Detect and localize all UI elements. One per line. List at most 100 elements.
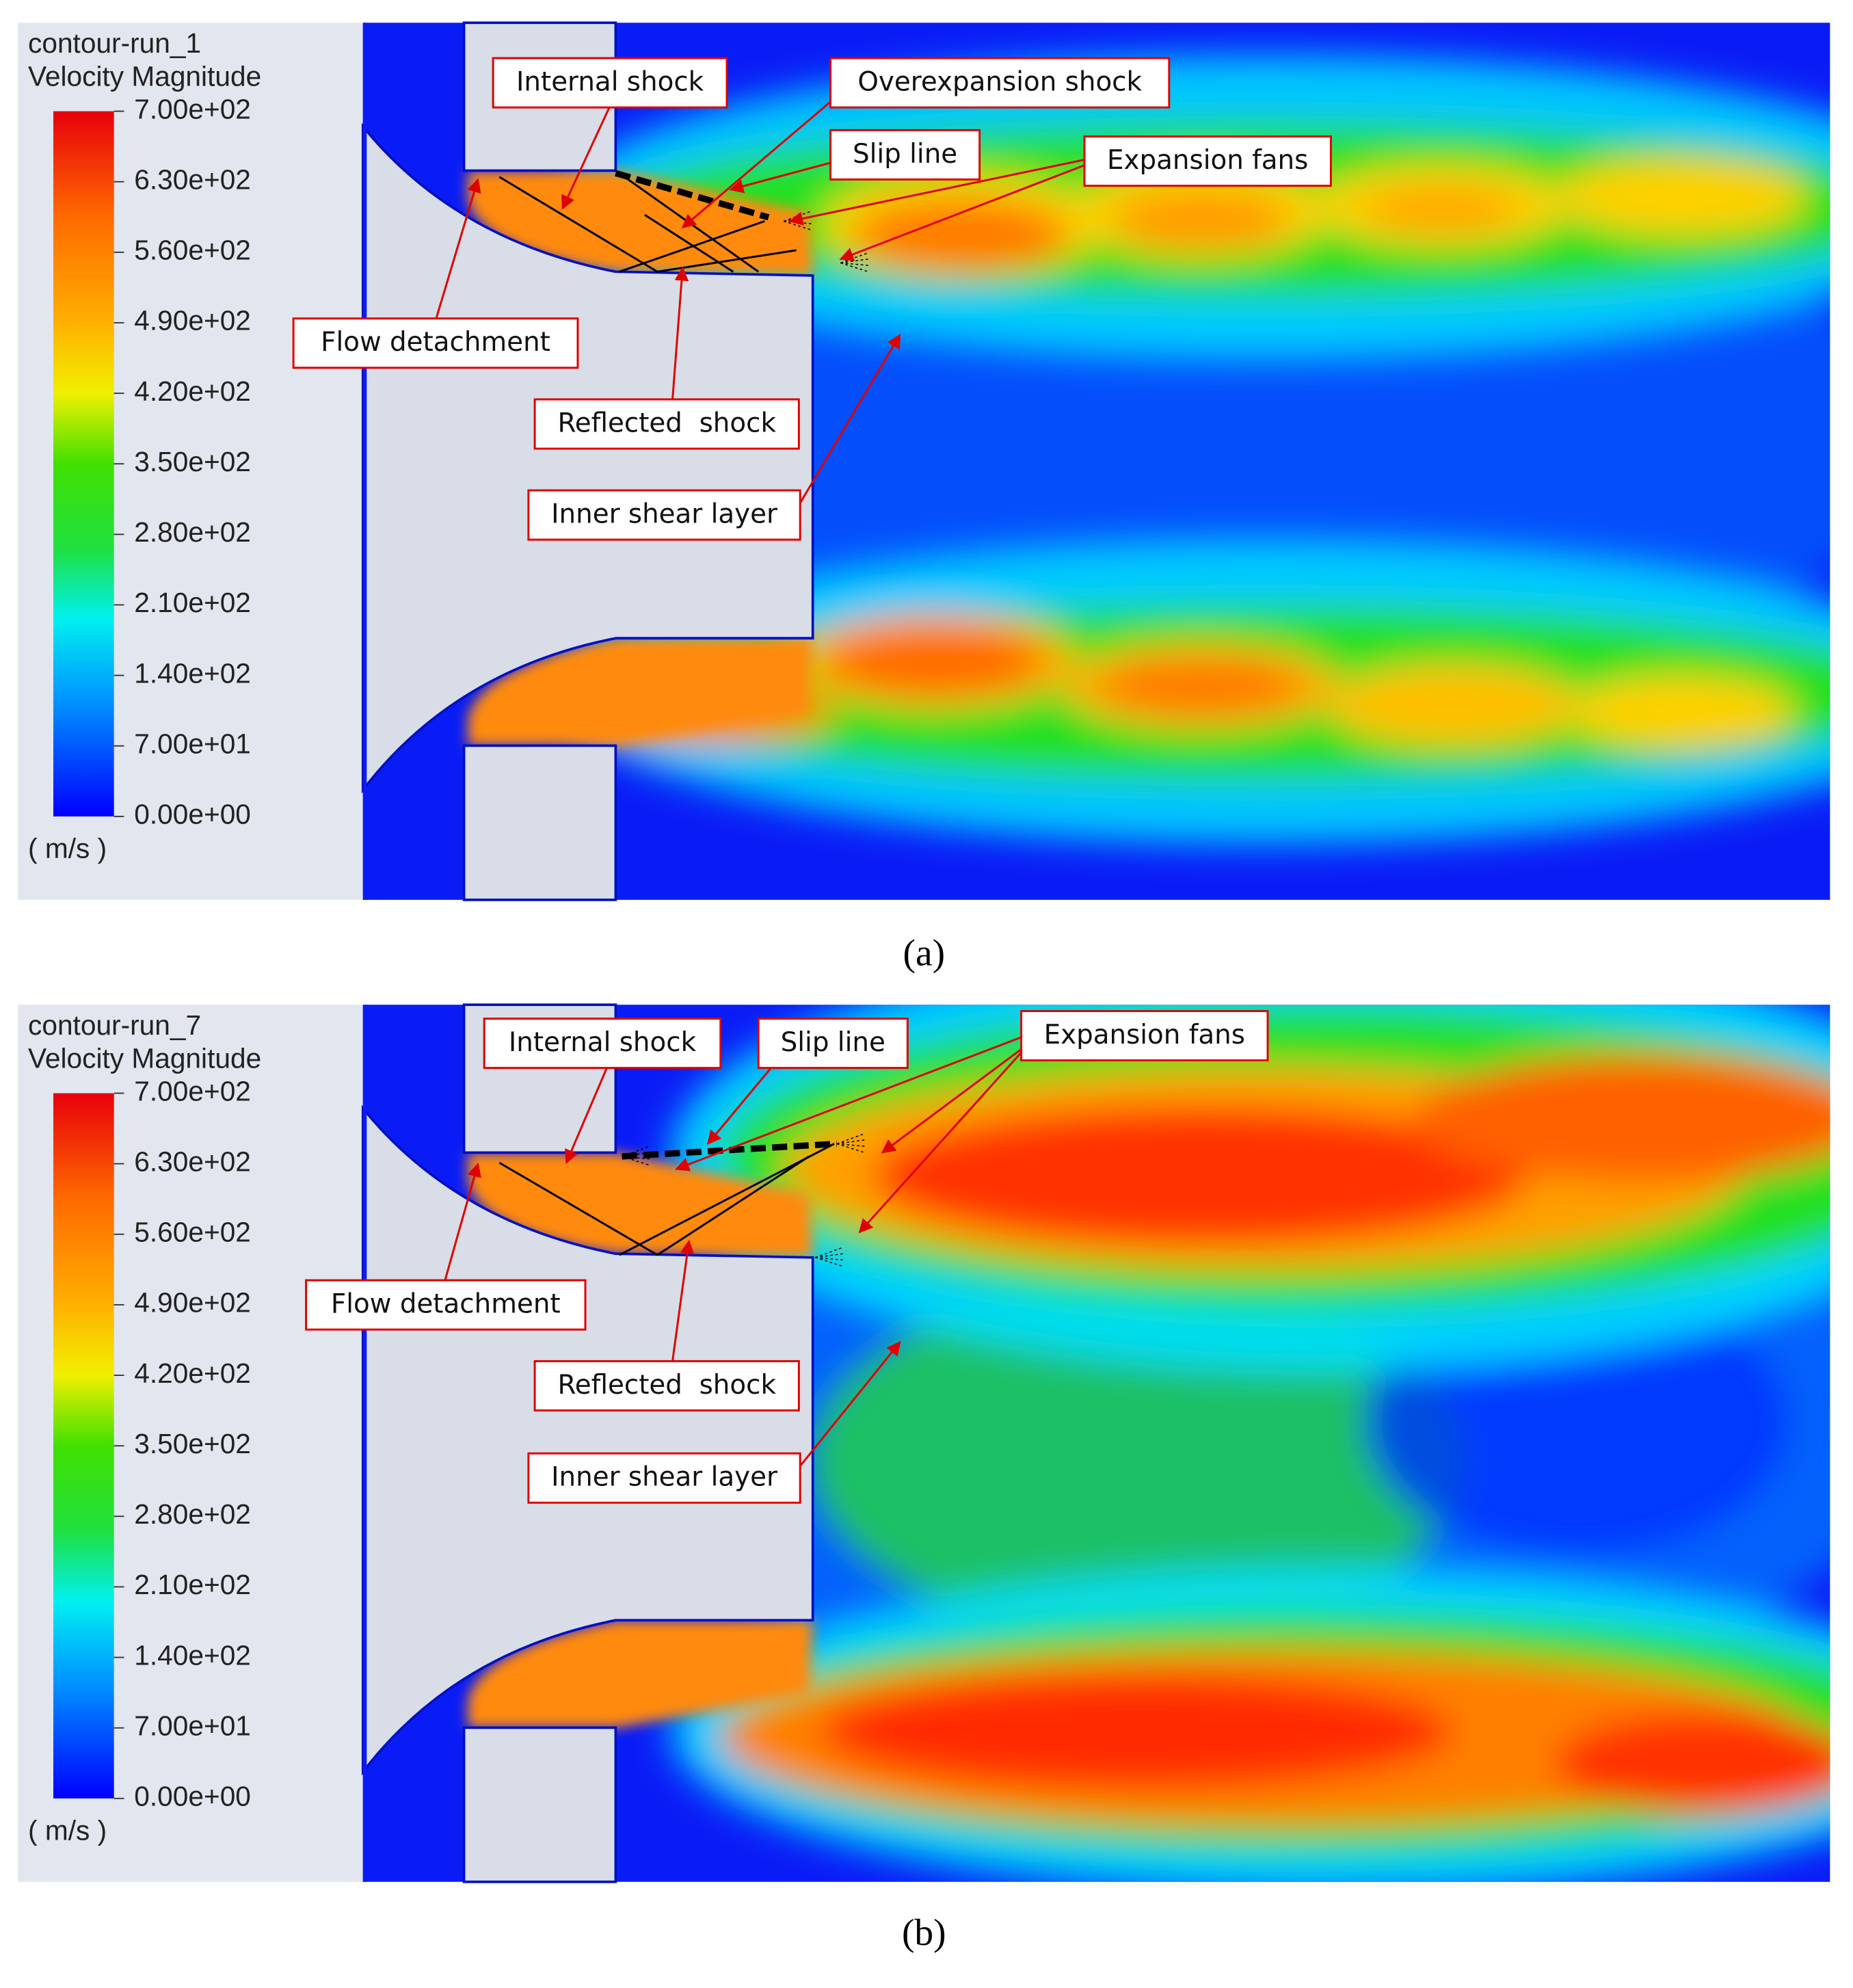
contour-region [1365,187,1517,233]
annotation-arrow [788,158,1088,226]
annotation-box [527,1452,801,1504]
panel-caption: (a) [903,932,946,974]
annotation-label: Inner shear layer [551,1462,777,1493]
contour-region [1554,159,1808,235]
annotation-label: Internal shock [509,1027,697,1058]
colorbar-tick-label: 4.20e+02 [134,1357,251,1389]
colorbar [53,1093,114,1799]
left-mask [362,23,367,900]
colorbar-tick-label: 7.00e+02 [134,1075,251,1106]
annotation-arrow [444,1163,481,1281]
annotation-box [527,489,801,541]
colorbar-tick-label: 7.00e+01 [134,728,251,759]
annotation-box [483,1018,722,1070]
annotation-arrow [839,163,1088,261]
colorbar-tick-label: 5.60e+02 [134,1217,251,1248]
annotation-box [305,1279,587,1331]
annotation-label: Expansion fans [1044,1020,1245,1050]
annotation-box [533,1360,800,1412]
annotation-arrow [565,1068,608,1165]
annotation-label: Slip line [853,139,957,170]
contour-region [1567,676,1795,747]
contour-region [827,628,1043,694]
annotation-label: Flow detachment [331,1289,561,1320]
contour-region [853,199,1068,271]
colorbar-unit: ( m/s ) [28,832,107,864]
annotation-arrow [706,1067,772,1145]
colorbar-tick-label: 6.30e+02 [134,163,251,195]
annotation-arrow [729,161,835,194]
annotation-arrow [561,107,611,210]
colorbar-tick-label: 0.00e+00 [134,1781,251,1812]
colorbar-tick-label: 3.50e+02 [134,1428,251,1459]
colorbar-unit: ( m/s ) [28,1814,107,1846]
annotation-label: Reflected shock [558,408,777,438]
annotation-box [1083,135,1332,187]
contour-region [872,1106,1530,1245]
annotation-arrow [675,1035,1024,1171]
center-body [361,1104,814,1776]
annotation-arrow [858,1042,1031,1234]
colorbar-tick-label: 6.30e+02 [134,1145,251,1177]
annotation-box [1020,1009,1269,1062]
contour-region [1112,191,1290,248]
colorbar-tick-label: 2.10e+02 [134,587,251,618]
annotation-box [533,398,800,450]
contour-field [556,54,1830,845]
annotation-label: Slip line [781,1027,885,1058]
lower-block [462,744,617,901]
annotation-box [492,57,728,109]
colorbar-tick-label: 7.00e+02 [134,93,251,124]
lower-nozzle-flow [468,1620,813,1728]
colorbar-tick-label: 2.80e+02 [134,1498,251,1530]
nozzle-flow [468,1152,813,1728]
annotation-box [757,1018,909,1070]
annotation-arrow [435,178,481,319]
shock-line [656,1155,810,1256]
colorbar [53,111,114,817]
annotation-label: Expansion fans [1107,145,1308,176]
lower-nozzle-flow [468,638,813,746]
left-mask [362,1005,367,1882]
slip-line [615,170,770,221]
colorbar-tick-label: 5.60e+02 [134,235,251,266]
legend-subtitle: Velocity Magnitude [28,60,261,92]
contour-region [821,1674,1454,1789]
annotation-box [829,129,981,181]
annotation-label: Inner shear layer [551,499,777,530]
annotation-label: Flow detachment [321,327,550,358]
upper-nozzle-flow [468,1152,813,1258]
shock-line [644,213,734,273]
annotation-arrow [671,1239,695,1362]
annotation-arrow [799,333,901,504]
contour-region [1554,1712,1830,1814]
contour-region [1415,1055,1830,1182]
contour-region [809,1282,1467,1637]
colorbar-tick-label: 0.00e+00 [134,799,251,830]
legend-title: contour-run_1 [28,27,201,59]
colorbar-tick-label: 2.80e+02 [134,516,251,548]
annotation-label: Reflected shock [558,1370,777,1401]
annotation-arrow [799,1341,901,1467]
colorbar-tick-label: 4.20e+02 [134,375,251,407]
annotation-label: Overexpansion shock [857,66,1142,97]
colorbar-tick-label: 4.90e+02 [134,1287,251,1318]
contour-region [1099,658,1302,715]
colorbar-tick-label: 2.10e+02 [134,1569,251,1600]
lower-block [462,1726,617,1883]
annotation-arrow [671,266,689,400]
slip-line [622,1140,838,1160]
colorbar-tick-label: 1.40e+02 [134,1639,251,1671]
legend-title: contour-run_7 [28,1009,201,1041]
legend-subtitle: Velocity Magnitude [28,1042,261,1074]
annotation-arrow [881,1042,1031,1154]
colorbar-tick-label: 7.00e+01 [134,1710,251,1741]
shock-line [498,1161,658,1256]
panel-caption: (b) [902,1911,946,1953]
contour-region [1327,665,1580,746]
contour-field [606,1005,1830,1882]
colorbar-tick-label: 3.50e+02 [134,446,251,477]
